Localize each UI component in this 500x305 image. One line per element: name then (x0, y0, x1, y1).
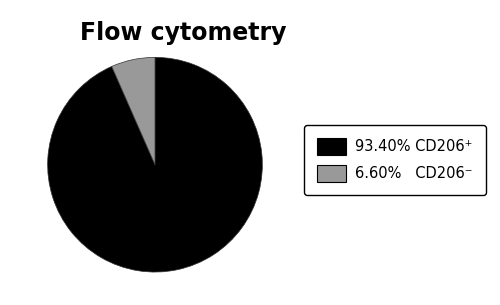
Legend: 93.40% CD206⁺, 6.60%   CD206⁻: 93.40% CD206⁺, 6.60% CD206⁻ (304, 125, 486, 195)
Wedge shape (48, 57, 262, 272)
Text: Flow cytometry: Flow cytometry (80, 21, 286, 45)
Wedge shape (112, 57, 155, 165)
